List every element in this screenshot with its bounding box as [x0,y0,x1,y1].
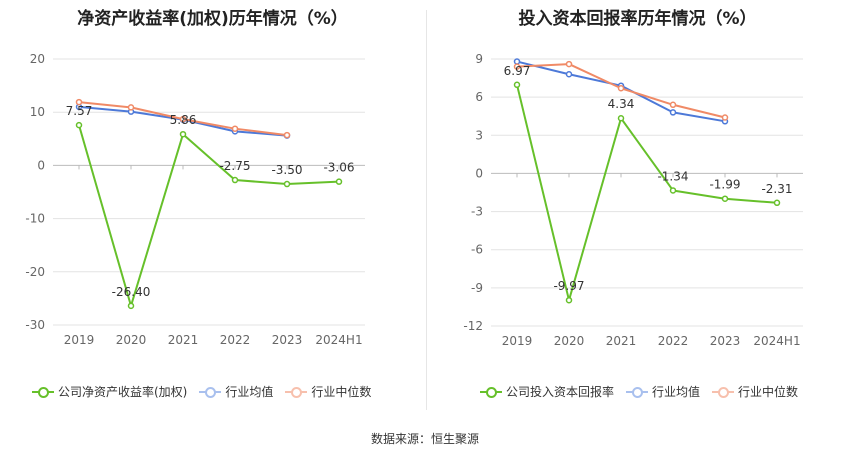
legend-item-median[interactable]: 行业中位数 [712,383,798,400]
data-label: 6.97 [504,64,531,78]
chart-title-roe: 净资产收益率(加权)历年情况（%） [77,9,348,29]
data-source: 数据来源：恒生聚源 [370,432,479,446]
y-tick-label: 9 [475,52,483,66]
data-point [231,125,239,132]
y-tick-label: 6 [475,90,483,104]
x-tick-label: 2019 [64,333,95,347]
data-label: 7.57 [66,104,93,118]
data-label: -3.06 [323,161,354,175]
y-tick-label: -12 [463,319,483,333]
x-tick-label: 2021 [168,333,199,347]
roe-chart: 20 10 0 -10 -20 -30 2019 2020 2021 2022 2023 2024H1… [25,52,365,347]
data-point [721,114,729,121]
data-point [565,60,573,68]
data-point [617,84,625,92]
legend-line-icon [480,386,502,398]
y-tick-label: -3 [471,205,483,219]
y-tick-label: -9 [471,281,483,295]
x-tick-label: 2020 [554,334,585,348]
legend-label: 行业均值 [225,385,274,399]
x-tick-label: 2023 [272,333,303,347]
data-point [669,187,677,194]
data-point [283,180,291,188]
legend-item-company[interactable]: 公司净资产收益率(加权) [32,383,187,400]
data-point [179,130,187,138]
data-label: -2.31 [761,182,792,196]
data-point [513,81,521,89]
y-tick-label: 0 [475,166,483,180]
data-label: -1.34 [657,169,688,183]
series-line [516,84,778,302]
roe-legend: 公司净资产收益率(加权) 行业均值 行业中位数 [32,383,383,400]
x-tick-label: 2022 [658,334,689,348]
x-tick-label: 2019 [502,334,533,348]
data-point [127,104,135,111]
legend-item-median[interactable]: 行业中位数 [285,383,371,400]
legend-label: 行业中位数 [311,385,372,399]
data-point [721,195,729,202]
legend-item-avg[interactable]: 行业均值 [199,383,273,400]
data-point [565,71,573,78]
data-point [127,302,135,310]
y-tick-label: 3 [475,128,483,142]
data-point [283,131,291,139]
data-point [231,176,239,184]
data-label: -26.40 [112,285,151,299]
y-tick-label: 0 [37,158,45,172]
legend-label: 行业均值 [652,385,701,399]
legend-item-company[interactable]: 公司投入资本回报率 [480,383,614,400]
legend-item-avg[interactable]: 行业均值 [626,383,700,400]
x-tick-label: 2022 [220,333,251,347]
legend-label: 公司投入资本回报率 [506,385,615,399]
y-tick-label: 10 [30,105,45,119]
legend-line-icon [199,386,222,398]
legend-label: 行业中位数 [738,385,799,399]
legend-line-icon [626,386,649,398]
data-point [179,115,187,123]
data-point [513,63,521,70]
data-point [75,98,83,106]
y-tick-label: -10 [25,212,45,226]
data-label: -3.50 [271,163,302,177]
data-point [335,178,343,185]
legend-label: 公司净资产收益率(加权) [58,385,188,399]
series-line [78,124,340,307]
x-tick-label: 2024H1 [315,333,362,347]
y-tick-label: -30 [25,318,45,332]
data-point [773,199,781,207]
data-point [565,296,573,304]
x-tick-label: 2024H1 [753,334,800,348]
panel-divider [426,10,427,410]
chart-title-roic: 投入资本回报率历年情况（%） [518,9,757,29]
roic-legend: 公司投入资本回报率 行业均值 行业中位数 [480,383,810,400]
data-label: -9.97 [553,279,584,293]
x-tick-label: 2020 [116,333,147,347]
x-tick-label: 2021 [606,334,637,348]
data-label: 5.86 [170,113,197,127]
y-tick-label: 20 [30,52,45,66]
legend-line-icon [712,386,735,398]
data-point [669,101,677,109]
y-tick-label: -20 [25,265,45,279]
roic-chart: 9 6 3 0 -3 -6 -9 -12 2019 2020 2021 2022 2023 2024H1 6… [463,52,803,348]
legend-line-icon [32,386,54,398]
data-point [617,114,625,122]
y-tick-label: -6 [471,243,483,257]
x-tick-label: 2023 [710,334,741,348]
data-point [75,121,83,129]
legend-line-icon [285,386,308,398]
data-point [669,109,677,116]
data-label: 4.34 [608,97,635,111]
data-label: -1.99 [709,178,740,192]
data-label: -2.75 [219,159,250,173]
